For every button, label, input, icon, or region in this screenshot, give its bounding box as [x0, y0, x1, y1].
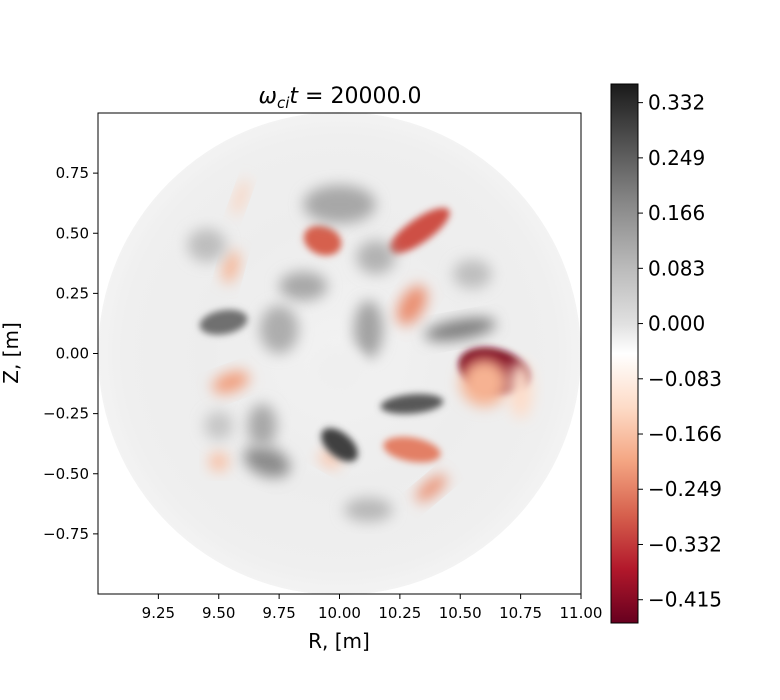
negative-structure-7 — [212, 371, 250, 394]
positive-structure-19 — [279, 271, 328, 301]
x-tick-label: 9.50 — [202, 604, 235, 622]
colorbar-tick-label: −0.415 — [648, 588, 722, 612]
positive-structure-20 — [353, 300, 383, 359]
x-tick-label: 11.00 — [560, 604, 603, 622]
y-axis: 0.75 0.50 0.25 0.00 −0.25 −0.50 −0.75 — [43, 164, 98, 543]
negative-structure-12 — [508, 360, 533, 419]
positive-structure-18 — [303, 185, 376, 224]
positive-structure-23 — [187, 228, 226, 263]
colorbar-tick-label: 0.332 — [648, 91, 705, 115]
positive-structure-13 — [321, 428, 358, 462]
negative-structure-1 — [460, 358, 509, 407]
y-tick-label: 0.50 — [56, 224, 89, 242]
positive-structure-16 — [424, 318, 496, 341]
x-tick-label: 10.25 — [378, 604, 421, 622]
positive-structure-26 — [204, 411, 234, 441]
negative-structure-9 — [232, 178, 249, 216]
negative-structure-4 — [396, 285, 428, 326]
y-tick-label: 0.75 — [56, 164, 89, 182]
negative-structure-2 — [388, 207, 450, 254]
positive-structure-17 — [243, 445, 291, 478]
negative-structure-8 — [222, 250, 240, 284]
x-axis: 9.25 9.50 9.75 10.00 10.25 10.50 10.75 11.00 — [142, 594, 603, 622]
title-subscript: ci — [277, 94, 290, 112]
title-t: t — [289, 84, 299, 109]
colorbar: 0.332 0.249 0.166 0.083 0.000 −0.083 −0.166 −0.… — [610, 83, 722, 624]
x-tick-label: 10.75 — [499, 604, 542, 622]
colorbar-tick-label: −0.166 — [648, 422, 722, 446]
colorbar-ticks: 0.332 0.249 0.166 0.083 0.000 −0.083 −0.166 −0.… — [638, 91, 722, 612]
y-tick-label: −0.25 — [43, 405, 89, 423]
colorbar-tick-label: −0.083 — [648, 367, 722, 391]
colorbar-gradient — [611, 84, 638, 623]
positive-structure-28 — [312, 346, 367, 395]
colorbar-tick-label: −0.249 — [648, 477, 722, 501]
x-tick-label: 9.75 — [262, 604, 295, 622]
y-tick-label: −0.75 — [43, 525, 89, 543]
x-tick-label: 10.00 — [318, 604, 361, 622]
negative-structure-5 — [383, 436, 441, 463]
negative-structure-6 — [415, 474, 447, 502]
colorbar-frame — [610, 83, 639, 624]
colorbar-tick-label: 0.083 — [648, 256, 705, 280]
y-tick-label: 0.00 — [56, 345, 89, 363]
x-axis-label: R, [m] — [308, 629, 370, 653]
title-omega: ω — [259, 84, 277, 109]
heatmap-field — [98, 112, 581, 595]
y-axis-label: Z, [m] — [0, 322, 23, 384]
y-tick-label: 0.25 — [56, 284, 89, 302]
title-value: = 20000.0 — [298, 84, 421, 109]
colorbar-tick-label: 0.166 — [648, 201, 705, 225]
positive-structure-22 — [259, 305, 299, 354]
positive-structure-25 — [247, 404, 277, 448]
y-tick-label: −0.50 — [43, 465, 89, 483]
positive-structure-15 — [199, 309, 248, 335]
positive-structure-14 — [380, 394, 444, 414]
chart-title: ωcit = 20000.0 — [259, 84, 422, 112]
negative-structure-10 — [209, 452, 229, 472]
positive-structure-24 — [344, 497, 393, 522]
negative-structure-3 — [303, 225, 342, 256]
x-tick-label: 10.50 — [439, 604, 482, 622]
positive-structure-27 — [453, 259, 492, 289]
x-tick-label: 9.25 — [142, 604, 175, 622]
colorbar-tick-label: 0.000 — [648, 312, 705, 336]
positive-structure-21 — [356, 240, 396, 275]
colorbar-tick-label: −0.332 — [648, 532, 722, 556]
colorbar-tick-label: 0.249 — [648, 146, 705, 170]
